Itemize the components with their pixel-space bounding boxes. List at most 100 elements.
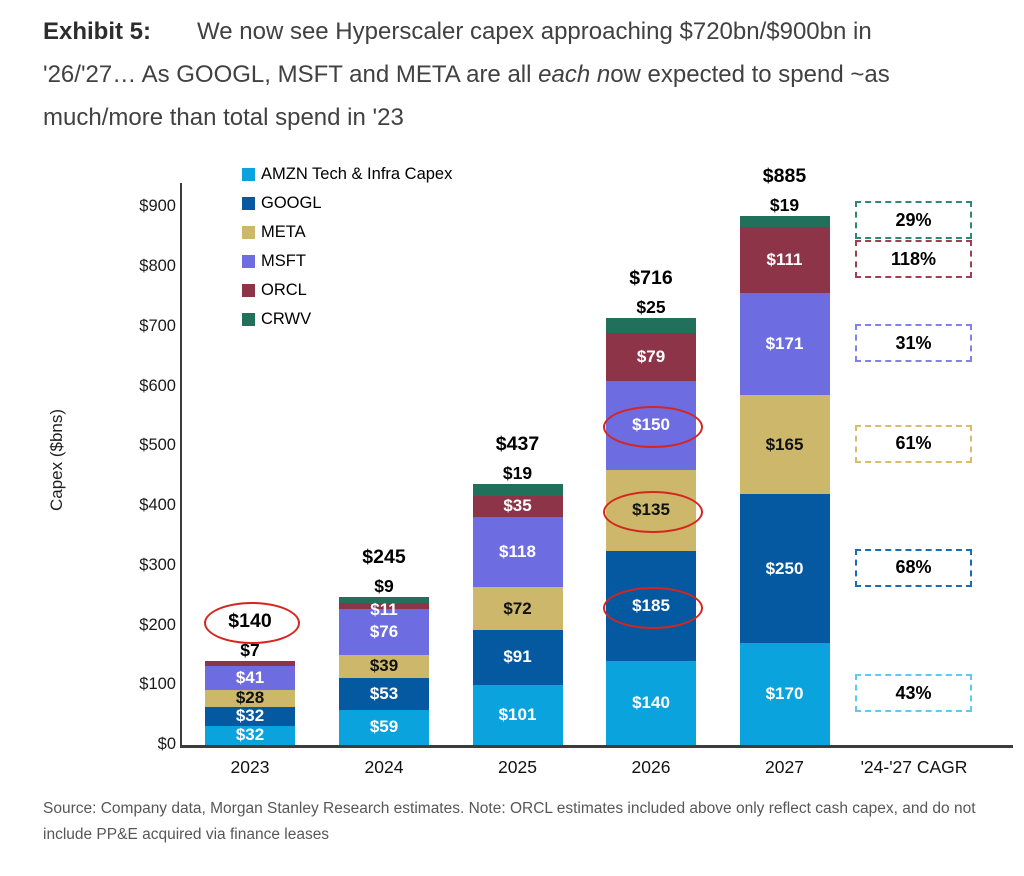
x-axis-label-2026: 2026 (631, 757, 671, 777)
legend-item-amzn: AMZN Tech & Infra Capex (242, 164, 452, 184)
title-text: We now see Hyperscaler capex approaching… (197, 18, 872, 45)
annotation-circle-2026-meta (603, 491, 703, 534)
bar-segment-label-2024-meta: $39 (369, 656, 399, 676)
bar-segment-label-2024-orcl: $11 (370, 599, 398, 619)
bar-total-label-2026: $716 (629, 267, 673, 290)
bar-segment-label-2023-orcl: $7 (240, 640, 260, 661)
bar-segment-2027-orcl (739, 226, 830, 294)
bar-segment-label-2027-amzn: $170 (765, 684, 804, 704)
legend-label: GOOGL (261, 193, 322, 212)
y-axis-title: Capex ($bns) (47, 408, 66, 512)
bar-segment-2025-crwv (472, 484, 563, 496)
bar-segment-2024-googl (339, 678, 429, 710)
bar-segment-2027-amzn (739, 643, 830, 745)
y-axis-tick-label: $900 (139, 197, 176, 216)
cagr-box-msft: 31% (855, 324, 972, 363)
cagr-box-amzn: 43% (855, 674, 972, 713)
bar-segment-label-2025-meta: $72 (503, 598, 532, 618)
crwv-swatch-icon (242, 312, 255, 326)
bar-segment-2024-meta (339, 654, 429, 679)
x-axis-label-cagr: '24-'27 CAGR (860, 757, 968, 777)
legend-item-crwv: CRWV (242, 309, 311, 329)
x-axis-label-2025: 2025 (498, 757, 537, 777)
exhibit-title-line: much/more than total spend in '23 (43, 96, 993, 139)
exhibit-title-line: Exhibit 5: We now see Hyperscaler capex a… (43, 10, 993, 53)
cagr-box-meta: 61% (855, 424, 972, 463)
title-text: much/more than total spend in '23 (43, 104, 404, 131)
bar-segment-label-2025-amzn: $101 (498, 704, 537, 724)
bar-segment-label-2027-meta: $165 (765, 434, 804, 454)
x-axis-label-2027: 2027 (765, 757, 804, 777)
bar-segment-2023-msft (205, 665, 295, 691)
exhibit-title: Exhibit 5: We now see Hyperscaler capex a… (43, 10, 993, 139)
bar-segment-label-2027-crwv: $19 (769, 194, 800, 215)
cagr-box-crwv: 29% (855, 201, 972, 240)
bar-segment-2025-orcl (472, 495, 563, 517)
bar-segment-label-2025-crwv: $19 (502, 463, 533, 484)
legend-item-meta: META (242, 222, 306, 242)
legend-label: AMZN Tech & Infra Capex (261, 164, 453, 183)
bar-segment-2025-meta (472, 587, 563, 631)
bar-segment-2025-msft (472, 516, 563, 588)
cagr-box-orcl: 118% (855, 240, 972, 279)
x-axis-label-2023: 2023 (230, 757, 270, 777)
bar-segment-2026-orcl (606, 333, 696, 381)
bar-segment-2027-googl (739, 494, 830, 644)
bar-segment-2025-amzn (472, 684, 563, 745)
bar-segment-label-2027-googl: $250 (765, 558, 804, 578)
orcl-swatch-icon (242, 283, 255, 297)
y-axis-tick-label: $800 (139, 257, 176, 275)
title-italic-text: each n (538, 61, 611, 88)
bar-segment-label-2023-googl: $32 (235, 706, 265, 726)
y-axis-tick-label: $700 (139, 316, 176, 335)
bar-segment-label-2026-orcl: $79 (636, 346, 666, 366)
bar-segment-2023-orcl (205, 661, 295, 666)
bar-segment-2023-googl (205, 706, 295, 726)
exhibit-title-line: '26/'27… As GOOGL, MSFT and META are all… (43, 53, 993, 96)
x-axis-label-2024: 2024 (364, 757, 404, 777)
legend-label: MSFT (261, 251, 306, 270)
bar-segment-2027-meta (739, 395, 830, 495)
bar-segment-2026-amzn (606, 661, 696, 745)
legend-item-orcl: ORCL (242, 280, 307, 300)
bar-segment-2023-amzn (205, 725, 295, 745)
x-axis-line (180, 745, 1013, 748)
bar-segment-2026-crwv (606, 318, 696, 334)
bar-total-label-2024: $245 (362, 546, 406, 569)
cagr-box-googl: 68% (855, 548, 972, 587)
y-axis-tick-label: $600 (139, 376, 176, 395)
bar-segment-label-2027-orcl: $111 (766, 250, 803, 270)
meta-swatch-icon (242, 225, 255, 239)
bar-segment-2023-meta (205, 690, 295, 707)
bar-segment-2025-googl (472, 630, 563, 685)
y-axis-tick-label: $0 (157, 735, 176, 753)
bar-segment-label-2027-msft: $171 (765, 334, 804, 354)
y-axis-tick-label: $300 (139, 555, 176, 574)
bar-segment-label-2023-amzn: $32 (235, 725, 265, 745)
bar-segment-2027-msft (739, 293, 830, 396)
title-text: ow expected to spend ~as (610, 61, 890, 88)
msft-swatch-icon (242, 254, 255, 268)
bar-total-label-2025: $437 (495, 433, 540, 456)
bar-segment-label-2025-googl: $91 (503, 647, 532, 667)
annotation-circle-2026-msft (603, 406, 703, 449)
amzn-swatch-icon (242, 167, 255, 181)
legend-label: CRWV (261, 309, 312, 328)
bar-segment-label-2024-crwv: $9 (374, 576, 394, 597)
y-axis-tick-label: $400 (139, 496, 176, 514)
annotation-circle-2026-googl (603, 587, 703, 630)
bar-segment-label-2026-amzn: $140 (632, 693, 670, 713)
legend-item-msft: MSFT (242, 251, 306, 271)
y-axis-line (180, 183, 182, 747)
bar-segment-2027-crwv (739, 215, 830, 227)
bar-segment-2024-orcl (339, 602, 429, 610)
y-axis-tick-label: $500 (139, 436, 176, 455)
bar-segment-2024-msft (339, 609, 429, 655)
bar-segment-label-2023-meta: $28 (235, 688, 265, 708)
bar-segment-2024-crwv (339, 597, 429, 603)
legend-item-googl: GOOGL (242, 193, 322, 213)
title-text: '26/'27… As GOOGL, MSFT and META are all (43, 61, 539, 88)
bar-segment-label-2025-msft: $118 (499, 542, 536, 561)
exhibit-number-label: Exhibit 5: (43, 18, 152, 45)
